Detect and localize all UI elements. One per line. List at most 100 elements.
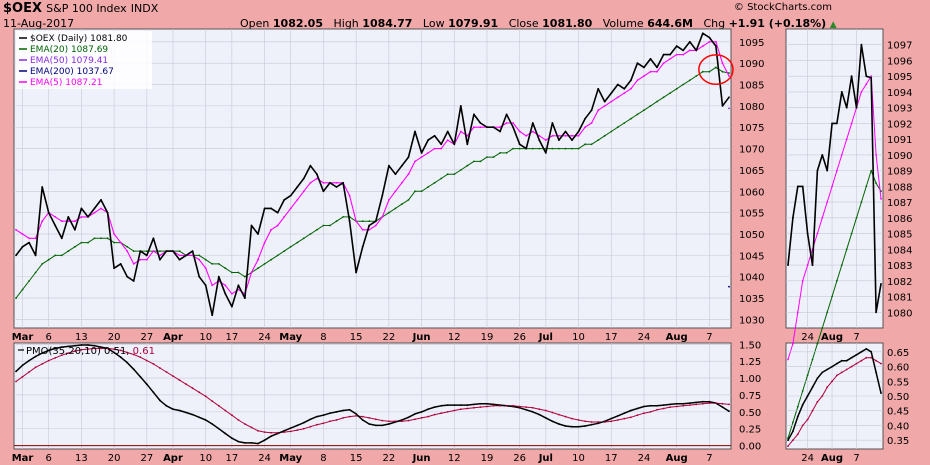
price-point-price (466, 143, 469, 146)
pmo-signal-point (577, 419, 580, 421)
pmo-signal-point (446, 411, 449, 413)
price-point-ema20 (688, 79, 691, 82)
zoom-point-price (792, 216, 794, 219)
price-point-ema20 (649, 105, 652, 107)
zoom-point-ema20 (850, 232, 853, 235)
pmo-signal-point (538, 408, 541, 411)
price-point-price (270, 207, 272, 210)
pmo-signal-point (374, 418, 377, 421)
price-point-price (479, 122, 482, 124)
zoom-point-price (850, 75, 853, 78)
price-point-ema20 (486, 156, 488, 159)
pmo-signal-point (250, 426, 253, 429)
price-point-ema5 (479, 126, 482, 129)
price-point-ema20 (302, 237, 305, 240)
pmo-signal-point (126, 351, 129, 354)
pmo-point (368, 423, 371, 425)
pmo-x-tick-label: 8 (320, 453, 326, 464)
zoom-point-ema5 (816, 232, 819, 235)
price-point-ema5 (701, 45, 704, 47)
zoom-point-price (865, 75, 868, 78)
price-point-price (590, 109, 593, 112)
pmo-x-tick-label: 10 (199, 453, 212, 464)
pmo-x-tick-label: 13 (75, 453, 88, 464)
pmo-point (636, 407, 639, 410)
zoom-price-y-tick-label: 1089 (887, 167, 912, 178)
price-point-price (60, 237, 63, 240)
price-point-ema5 (263, 241, 266, 244)
price-point-ema20 (656, 100, 658, 103)
price-point-price (185, 254, 188, 257)
high-label: High (333, 17, 359, 30)
pmo-signal-point (420, 417, 423, 419)
zoom-pmo-point (816, 377, 819, 380)
pmo-signal-point (34, 366, 37, 369)
pmo-signal-point (571, 417, 573, 420)
price-point-ema20 (669, 92, 671, 94)
pmo-point (309, 418, 312, 421)
zoom-pmo-signal-point (796, 433, 799, 436)
zoom-point-ema20 (816, 342, 819, 345)
open-label: Open (240, 17, 270, 30)
pmo-signal-point (701, 402, 704, 405)
pmo-point (675, 402, 678, 405)
pmo-signal-point (643, 412, 645, 415)
price-point-ema5 (440, 147, 443, 150)
zoom-pmo-signal-point (865, 356, 868, 359)
price-point-ema5 (316, 177, 318, 180)
zoom-pmo-point (787, 439, 789, 442)
zoom-price-y-tick-label: 1091 (887, 135, 912, 146)
zoom-pmo-signal-point (806, 418, 809, 421)
pmo-signal-point (211, 400, 214, 402)
pmo-signal-point (715, 402, 717, 404)
pmo-point (682, 402, 685, 405)
pmo-signal-line (15, 347, 730, 434)
zoom-price-y-tick-label: 1097 (887, 41, 912, 52)
chart-date: 11-Aug-2017 (3, 17, 75, 30)
zoom-pmo-point (806, 395, 809, 397)
pmo-y-tick-label: 0.25 (739, 425, 761, 436)
pmo-point (623, 412, 626, 415)
pmo-point (427, 408, 429, 411)
price-point-ema5 (721, 62, 724, 65)
pmo-point (361, 419, 364, 421)
pmo-signal-point (348, 415, 351, 418)
price-point-price (381, 194, 384, 197)
pmo-signal-point (224, 409, 227, 412)
pmo-x-tick-label: 19 (481, 453, 494, 464)
price-point-ema20 (54, 254, 57, 257)
pmo-point (74, 344, 76, 347)
pmo-x-tick-label: 27 (140, 453, 153, 464)
pmo-point (237, 440, 240, 443)
pmo-signal-point (132, 353, 135, 356)
pmo-point (453, 404, 456, 406)
price-point-ema5 (531, 130, 534, 133)
pmo-signal-point (165, 371, 168, 373)
price-point-ema20 (21, 288, 24, 291)
zoom-point-price (870, 76, 873, 79)
price-point-price (610, 92, 613, 94)
pmo-signal-point (486, 405, 488, 408)
price-point-price (682, 49, 685, 52)
price-point-ema5 (505, 122, 508, 124)
price-x-tick-label: Aug (666, 332, 688, 343)
high-value: 1084.77 (362, 17, 413, 30)
price-point-ema20 (414, 190, 416, 193)
pmo-signal-point (728, 403, 730, 406)
zoom-point-price (806, 232, 809, 235)
price-point-ema20 (623, 122, 626, 124)
price-point-price (433, 134, 436, 137)
price-point-price (512, 126, 514, 129)
pmo-point (407, 416, 410, 419)
pmo-signal-point (414, 418, 416, 421)
pmo-point (165, 404, 168, 407)
price-point-ema5 (577, 134, 580, 137)
zoom-point-ema5 (796, 311, 799, 314)
price-point-price (119, 263, 122, 265)
price-point-ema20 (708, 70, 711, 73)
price-point-ema20 (394, 207, 397, 210)
price-point-ema5 (178, 254, 181, 257)
price-point-ema5 (603, 105, 606, 107)
zoom-point-ema20 (870, 169, 873, 172)
pmo-signal-point (473, 406, 475, 409)
